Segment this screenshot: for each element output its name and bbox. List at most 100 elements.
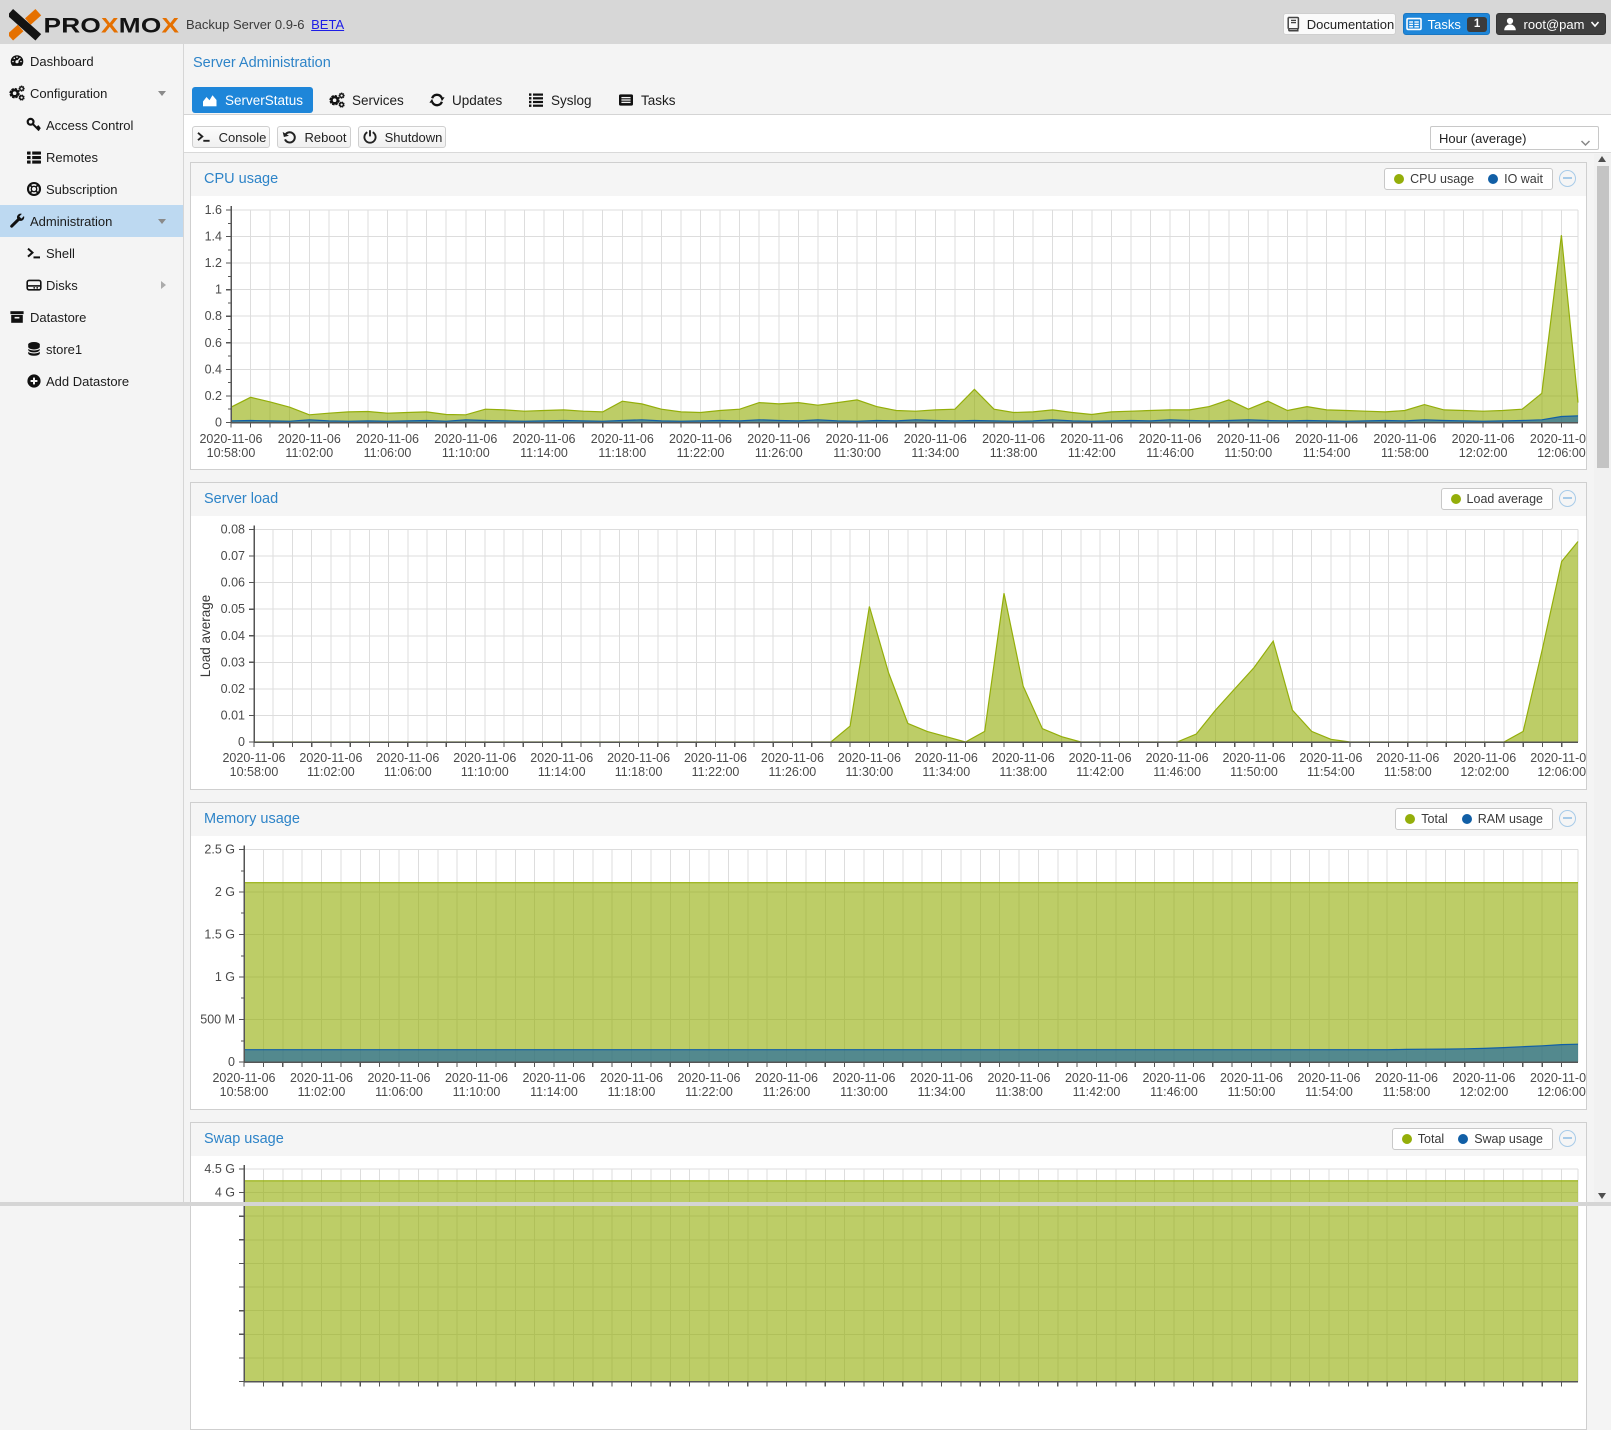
svg-text:11:06:00: 11:06:00 — [384, 765, 432, 779]
svg-text:PROXMOX: PROXMOX — [44, 13, 180, 37]
svg-text:4 G: 4 G — [215, 1186, 235, 1200]
svg-text:10:58:00: 10:58:00 — [207, 446, 256, 460]
svg-text:11:02:00: 11:02:00 — [307, 765, 355, 779]
svg-text:11:14:00: 11:14:00 — [520, 446, 568, 460]
svg-text:1.2: 1.2 — [205, 256, 222, 270]
svg-text:2020-11-06: 2020-11-06 — [530, 751, 593, 765]
svg-text:0.07: 0.07 — [221, 549, 245, 563]
svg-text:2020-11-06: 2020-11-06 — [838, 751, 901, 765]
svg-text:2020-11-06: 2020-11-06 — [1142, 1071, 1205, 1085]
svg-text:2020-11-06: 2020-11-06 — [1375, 1071, 1438, 1085]
svg-text:0.06: 0.06 — [221, 576, 245, 590]
svg-text:11:38:00: 11:38:00 — [995, 1085, 1043, 1099]
svg-text:4.5 G: 4.5 G — [204, 1162, 235, 1176]
svg-text:2020-11-06: 2020-11-06 — [915, 751, 978, 765]
svg-text:0.02: 0.02 — [221, 682, 245, 696]
svg-text:2020-11-06: 2020-11-06 — [1069, 751, 1132, 765]
svg-text:11:14:00: 11:14:00 — [530, 1085, 578, 1099]
svg-text:2020-11-06: 2020-11-06 — [299, 751, 362, 765]
svg-text:2020-11-06: 2020-11-06 — [607, 751, 670, 765]
svg-text:2020-11-06: 2020-11-06 — [904, 432, 967, 446]
svg-text:11:50:00: 11:50:00 — [1224, 446, 1272, 460]
svg-text:12:06:00: 12:06:00 — [1537, 1085, 1586, 1099]
svg-text:11:18:00: 11:18:00 — [615, 765, 663, 779]
svg-text:2020-11-06: 2020-11-06 — [1139, 432, 1202, 446]
svg-text:2020-11-06: 2020-11-06 — [1530, 751, 1586, 765]
svg-text:2020-11-06: 2020-11-06 — [356, 432, 419, 446]
svg-text:11:34:00: 11:34:00 — [922, 765, 970, 779]
svg-text:11:26:00: 11:26:00 — [769, 765, 817, 779]
svg-text:2020-11-06: 2020-11-06 — [684, 751, 747, 765]
svg-text:0.8: 0.8 — [205, 309, 222, 323]
svg-text:2020-11-06: 2020-11-06 — [755, 1071, 818, 1085]
svg-text:2020-11-06: 2020-11-06 — [747, 432, 810, 446]
svg-text:11:58:00: 11:58:00 — [1384, 765, 1432, 779]
svg-text:2020-11-06: 2020-11-06 — [1453, 751, 1516, 765]
svg-text:0.03: 0.03 — [221, 655, 245, 669]
svg-text:11:30:00: 11:30:00 — [840, 1085, 888, 1099]
svg-text:2020-11-06: 2020-11-06 — [453, 751, 516, 765]
svg-text:2020-11-06: 2020-11-06 — [199, 432, 262, 446]
svg-text:11:22:00: 11:22:00 — [677, 446, 725, 460]
svg-text:11:34:00: 11:34:00 — [911, 446, 959, 460]
svg-text:2020-11-06: 2020-11-06 — [1452, 432, 1515, 446]
svg-text:11:54:00: 11:54:00 — [1303, 446, 1351, 460]
svg-text:2020-11-06: 2020-11-06 — [1297, 1071, 1360, 1085]
svg-text:2020-11-06: 2020-11-06 — [677, 1071, 740, 1085]
svg-text:2 G: 2 G — [215, 885, 235, 899]
svg-text:11:46:00: 11:46:00 — [1150, 1085, 1198, 1099]
svg-text:2020-11-06: 2020-11-06 — [222, 751, 285, 765]
svg-text:12:06:00: 12:06:00 — [1537, 446, 1586, 460]
svg-text:2020-11-06: 2020-11-06 — [1376, 751, 1439, 765]
svg-text:11:42:00: 11:42:00 — [1076, 765, 1124, 779]
svg-text:10:58:00: 10:58:00 — [220, 1085, 269, 1099]
svg-text:2020-11-06: 2020-11-06 — [512, 432, 575, 446]
svg-text:0.04: 0.04 — [221, 629, 245, 643]
svg-text:11:18:00: 11:18:00 — [598, 446, 646, 460]
svg-text:2020-11-06: 2020-11-06 — [290, 1071, 353, 1085]
svg-text:2020-11-06: 2020-11-06 — [591, 432, 654, 446]
svg-text:11:38:00: 11:38:00 — [999, 765, 1047, 779]
svg-text:500 M: 500 M — [200, 1013, 235, 1027]
svg-text:2020-11-06: 2020-11-06 — [1299, 751, 1362, 765]
svg-text:2020-11-06: 2020-11-06 — [522, 1071, 585, 1085]
svg-text:2020-11-06: 2020-11-06 — [1060, 432, 1123, 446]
svg-text:11:10:00: 11:10:00 — [442, 446, 490, 460]
svg-text:0.4: 0.4 — [205, 362, 222, 376]
svg-text:11:54:00: 11:54:00 — [1305, 1085, 1353, 1099]
svg-text:2020-11-06: 2020-11-06 — [278, 432, 341, 446]
svg-text:11:26:00: 11:26:00 — [755, 446, 803, 460]
svg-text:11:02:00: 11:02:00 — [298, 1085, 346, 1099]
svg-text:2020-11-06: 2020-11-06 — [761, 751, 824, 765]
svg-text:0: 0 — [238, 735, 245, 749]
svg-text:12:06:00: 12:06:00 — [1537, 765, 1586, 779]
svg-text:1.6: 1.6 — [205, 203, 222, 217]
svg-text:11:14:00: 11:14:00 — [538, 765, 586, 779]
svg-text:2020-11-06: 2020-11-06 — [832, 1071, 895, 1085]
svg-text:2020-11-06: 2020-11-06 — [1295, 432, 1358, 446]
svg-text:11:34:00: 11:34:00 — [918, 1085, 966, 1099]
svg-text:2020-11-06: 2020-11-06 — [1530, 432, 1586, 446]
svg-text:1.4: 1.4 — [205, 230, 222, 244]
svg-text:11:42:00: 11:42:00 — [1073, 1085, 1121, 1099]
svg-text:2020-11-06: 2020-11-06 — [212, 1071, 275, 1085]
svg-text:11:46:00: 11:46:00 — [1146, 446, 1194, 460]
svg-text:11:46:00: 11:46:00 — [1153, 765, 1201, 779]
svg-text:1 G: 1 G — [215, 970, 235, 984]
svg-text:11:50:00: 11:50:00 — [1230, 765, 1278, 779]
svg-text:2020-11-06: 2020-11-06 — [1452, 1071, 1515, 1085]
svg-text:2.5 G: 2.5 G — [204, 843, 235, 857]
svg-text:0.2: 0.2 — [205, 389, 222, 403]
svg-text:2020-11-06: 2020-11-06 — [1217, 432, 1280, 446]
svg-text:2020-11-06: 2020-11-06 — [987, 1071, 1050, 1085]
svg-text:11:10:00: 11:10:00 — [453, 1085, 501, 1099]
svg-text:12:02:00: 12:02:00 — [1460, 765, 1509, 779]
svg-text:11:18:00: 11:18:00 — [608, 1085, 656, 1099]
svg-text:2020-11-06: 2020-11-06 — [1220, 1071, 1283, 1085]
svg-text:2020-11-06: 2020-11-06 — [445, 1071, 508, 1085]
svg-text:11:30:00: 11:30:00 — [833, 446, 881, 460]
svg-text:1: 1 — [215, 283, 222, 297]
svg-text:2020-11-06: 2020-11-06 — [376, 751, 439, 765]
svg-text:0.6: 0.6 — [205, 336, 222, 350]
svg-text:2020-11-06: 2020-11-06 — [367, 1071, 430, 1085]
